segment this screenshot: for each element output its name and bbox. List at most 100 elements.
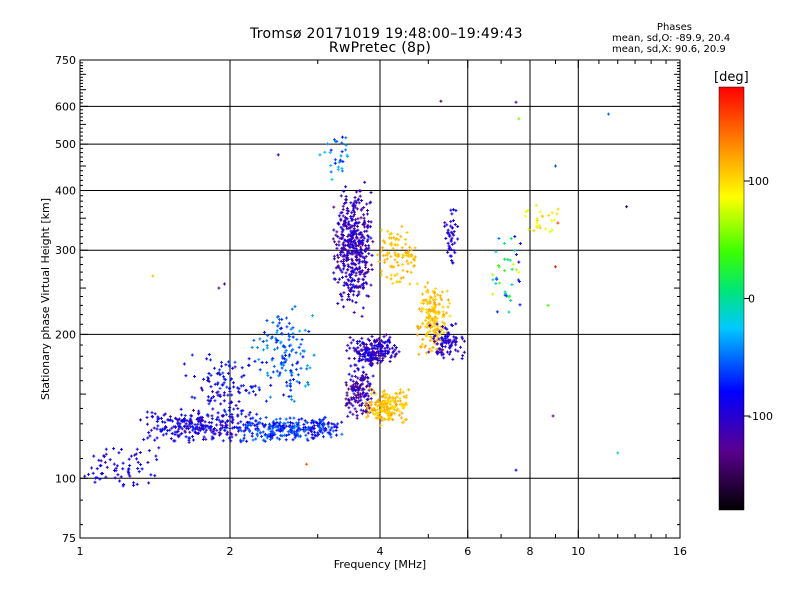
data-point xyxy=(195,425,199,429)
data-point xyxy=(190,422,194,426)
data-point xyxy=(409,261,413,265)
data-point xyxy=(288,416,292,420)
data-point xyxy=(365,212,369,216)
data-point xyxy=(496,263,500,267)
data-point xyxy=(271,421,275,425)
data-point xyxy=(292,416,296,420)
data-point xyxy=(340,135,344,139)
data-point xyxy=(210,390,214,394)
data-point xyxy=(246,423,250,427)
data-point xyxy=(228,389,232,393)
data-point xyxy=(277,374,281,378)
data-point xyxy=(380,228,384,232)
data-point xyxy=(407,253,411,257)
data-point xyxy=(449,248,453,252)
data-point xyxy=(118,479,122,483)
data-point xyxy=(504,292,508,296)
data-point xyxy=(511,262,515,266)
data-point xyxy=(509,237,513,241)
data-point xyxy=(155,427,159,431)
data-point xyxy=(303,384,307,388)
x-tick-label: 1 xyxy=(77,545,84,558)
data-point xyxy=(333,240,337,244)
data-point xyxy=(268,423,272,427)
data-point xyxy=(351,209,355,213)
data-point xyxy=(193,430,197,434)
data-point xyxy=(503,290,507,294)
data-point xyxy=(209,385,213,389)
data-point xyxy=(240,366,244,370)
data-point xyxy=(361,287,365,291)
x-tick-label: 2 xyxy=(227,545,234,558)
data-point xyxy=(341,233,345,237)
data-point xyxy=(362,213,366,217)
data-point xyxy=(218,368,222,372)
data-point xyxy=(216,393,220,397)
data-point xyxy=(430,305,434,309)
data-point xyxy=(353,349,357,353)
data-point xyxy=(275,369,279,373)
data-point xyxy=(232,407,236,411)
data-point xyxy=(451,208,455,212)
data-point xyxy=(369,236,373,240)
data-point xyxy=(137,470,141,474)
data-point xyxy=(425,316,429,320)
data-point xyxy=(408,282,412,286)
data-point xyxy=(352,279,356,283)
data-point xyxy=(226,393,230,397)
data-point xyxy=(404,401,408,405)
data-point xyxy=(552,218,556,222)
data-point xyxy=(347,397,351,401)
data-point xyxy=(390,346,394,350)
data-point xyxy=(390,236,394,240)
data-point xyxy=(366,234,370,238)
data-point xyxy=(251,416,255,420)
data-point xyxy=(344,271,348,275)
data-point xyxy=(401,421,405,425)
data-point xyxy=(449,220,453,224)
data-point xyxy=(506,258,510,262)
data-point xyxy=(355,414,359,418)
data-point xyxy=(291,438,295,442)
data-point xyxy=(145,422,149,426)
data-point xyxy=(361,278,365,282)
data-point xyxy=(346,414,350,418)
data-point xyxy=(428,298,432,302)
data-point xyxy=(340,275,344,279)
data-point xyxy=(361,342,365,346)
data-point xyxy=(290,430,294,434)
data-point xyxy=(491,292,495,296)
data-point xyxy=(147,431,151,435)
data-point xyxy=(350,257,354,261)
data-point xyxy=(342,241,346,245)
data-point xyxy=(368,359,372,363)
data-point xyxy=(295,379,299,383)
data-point xyxy=(188,417,192,421)
data-point xyxy=(351,277,355,281)
data-point xyxy=(547,213,551,217)
data-point xyxy=(370,253,374,257)
data-point xyxy=(330,177,334,181)
data-point xyxy=(380,344,384,348)
data-point xyxy=(205,413,209,417)
data-point xyxy=(453,341,457,345)
data-point xyxy=(393,399,397,403)
data-point xyxy=(190,353,194,357)
data-point xyxy=(360,336,364,340)
data-point xyxy=(354,221,358,225)
data-point xyxy=(435,316,439,320)
data-point xyxy=(347,220,351,224)
data-point xyxy=(341,204,345,208)
data-point xyxy=(260,360,264,364)
data-point xyxy=(358,272,362,276)
data-point xyxy=(152,426,156,430)
data-point xyxy=(503,269,507,273)
data-point xyxy=(355,395,359,399)
data-point xyxy=(266,334,270,338)
data-point xyxy=(432,302,436,306)
data-point xyxy=(390,395,394,399)
data-point xyxy=(191,438,195,442)
data-point xyxy=(92,454,96,458)
data-point xyxy=(517,280,521,284)
stats-line-o: mean, sd,O: -89.9, 20.4 xyxy=(612,33,731,44)
